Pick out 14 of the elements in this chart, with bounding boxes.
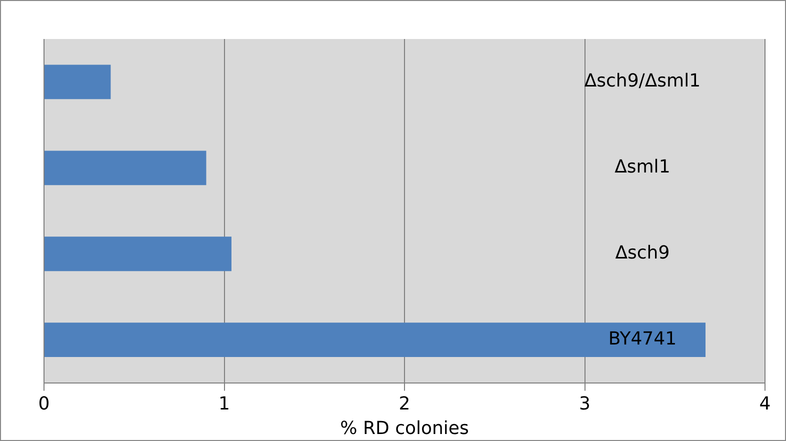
x-axis-title: % RD colonies — [340, 418, 469, 439]
x-tick-label: 1 — [218, 393, 230, 414]
bar — [44, 64, 111, 100]
bar — [44, 236, 232, 272]
x-tick-label: 4 — [759, 393, 771, 414]
y-tick-label: Δsch9/Δsml1 — [584, 70, 701, 92]
y-tick-label: Δsch9 — [615, 242, 670, 264]
x-tick-label: 3 — [579, 393, 590, 414]
bar — [44, 150, 206, 186]
y-tick-label: Δsml1 — [614, 156, 670, 178]
x-tick-label: 0 — [38, 393, 50, 414]
bar — [44, 322, 706, 358]
y-tick-label: BY4741 — [608, 328, 677, 350]
x-tick-label: 2 — [398, 393, 410, 414]
